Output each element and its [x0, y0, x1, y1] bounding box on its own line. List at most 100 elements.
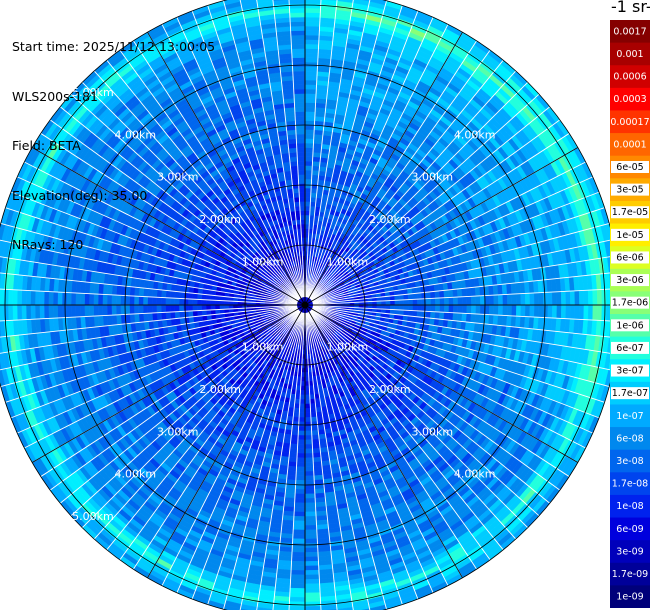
range-gate: [421, 304, 427, 312]
range-gate: [452, 288, 459, 298]
range-gate: [304, 174, 313, 180]
range-gate: [304, 52, 319, 59]
range-gate: [289, 587, 306, 594]
range-gate: [304, 178, 312, 184]
range-gate: [435, 297, 441, 306]
range-gate: [296, 466, 306, 472]
range-gate: [310, 187, 318, 194]
range-gate: [304, 569, 320, 576]
range-gate: [293, 407, 300, 414]
range-gate: [304, 439, 313, 445]
range-gate: [288, 605, 306, 610]
range-gate: [462, 304, 468, 314]
range-gate: [304, 444, 313, 450]
range-gate: [296, 462, 306, 468]
range-gate: [290, 569, 306, 576]
range-gate: [304, 560, 319, 567]
range-gate: [430, 297, 436, 306]
range-gate: [304, 57, 319, 63]
range-gate: [399, 304, 405, 311]
range-gate: [453, 296, 459, 306]
range-gate: [408, 304, 414, 311]
range-gate: [304, 111, 316, 117]
range-gate: [304, 565, 320, 571]
range-gates: [0, 0, 610, 610]
range-gate: [361, 0, 371, 2]
range-gate: [430, 291, 436, 299]
range-gate: [489, 304, 495, 316]
range-gate: [493, 304, 499, 316]
range-gate: [416, 310, 423, 318]
range-gate: [421, 310, 427, 318]
range-gate: [304, 192, 312, 198]
range-gate: [520, 293, 526, 306]
range-gate: [538, 304, 544, 318]
range-gate: [304, 205, 311, 211]
range-gate: [304, 43, 319, 50]
range-gate: [287, 461, 297, 467]
range-gate: [444, 304, 450, 313]
range-gate: [587, 289, 594, 306]
range-gate: [297, 448, 306, 454]
range-gate: [304, 39, 320, 45]
range-gate: [304, 385, 310, 391]
range-gate: [596, 304, 603, 321]
range-gate: [298, 426, 306, 432]
range-gate: [290, 574, 306, 580]
range-gate: [304, 408, 311, 414]
range-gate: [297, 444, 306, 450]
range-gate: [608, 239, 610, 249]
range-gate: [290, 439, 299, 445]
range-gate: [587, 304, 594, 321]
range-gate: [336, 0, 354, 3]
range-gate: [294, 502, 306, 508]
range-gate: [601, 304, 607, 321]
range-gate: [569, 304, 576, 320]
range-gate: [311, 174, 319, 180]
range-gate: [417, 304, 423, 312]
range-gate: [461, 287, 467, 297]
range-gate: [529, 304, 535, 318]
range-gate: [304, 156, 313, 162]
range-gate: [289, 596, 306, 603]
range-gate: [385, 304, 391, 310]
range-gate: [475, 295, 481, 306]
range-gate: [304, 516, 317, 522]
range-gate: [293, 507, 306, 513]
range-gate: [304, 489, 316, 495]
range-gate: [294, 498, 306, 504]
range-gate: [294, 489, 306, 495]
range-gate: [304, 417, 312, 423]
range-gate: [310, 407, 317, 414]
range-gate: [304, 511, 317, 517]
range-gate: [311, 439, 320, 445]
range-gate: [471, 295, 477, 306]
range-gate: [304, 48, 319, 54]
range-gate: [524, 304, 531, 317]
range-gate: [310, 183, 318, 189]
range-gate: [430, 311, 436, 319]
range-gate: [310, 416, 318, 423]
range-gate: [448, 304, 454, 313]
range-gate: [417, 298, 423, 306]
range-gate: [296, 457, 306, 463]
range-gate: [310, 412, 317, 418]
range-gate: [304, 498, 316, 504]
range-gate: [299, 399, 306, 405]
range-gate: [311, 430, 319, 436]
range-gate: [312, 452, 322, 459]
range-gate: [434, 290, 441, 299]
range-gate: [311, 425, 319, 432]
range-gate: [297, 439, 306, 445]
range-gate: [304, 547, 319, 553]
range-gate: [297, 430, 306, 436]
range-gate: [304, 448, 313, 454]
range-gate: [457, 304, 463, 314]
range-gate: [466, 296, 472, 306]
range-gate: [304, 75, 318, 81]
range-gate: [502, 294, 508, 306]
range-gate: [304, 165, 313, 171]
range-gate: [547, 291, 553, 306]
range-gate: [475, 304, 481, 315]
